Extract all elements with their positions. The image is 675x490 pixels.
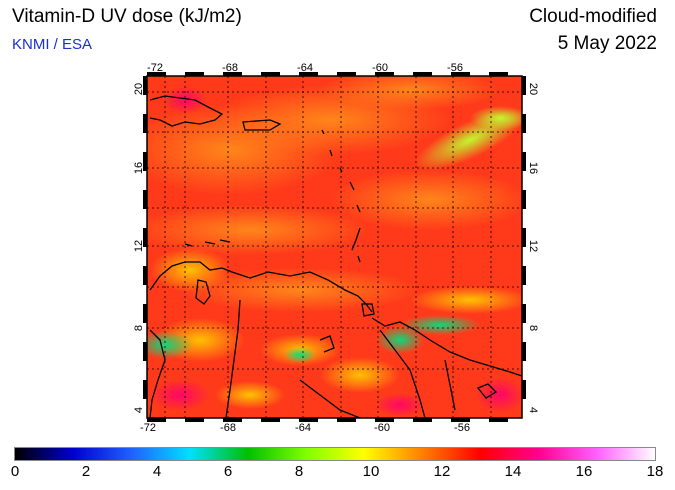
border-segment — [522, 190, 526, 209]
lat-tick-label: 16 — [527, 162, 539, 174]
lat-tick-label: 20 — [527, 83, 539, 95]
border-segment — [143, 114, 147, 133]
border-segment — [522, 228, 526, 247]
lat-tick-label: 12 — [527, 240, 539, 252]
border-segment — [299, 72, 318, 76]
lon-tick-label: -68 — [220, 422, 236, 434]
lat-labels-right: 4 8 12 16 20 — [527, 83, 539, 413]
border-segment — [299, 418, 318, 422]
lat-tick-label: 8 — [527, 325, 539, 331]
lat-tick-label: 4 — [133, 407, 145, 413]
border-segment — [143, 76, 147, 95]
lon-labels-top: -72 -68 -64 -60 -56 — [147, 62, 463, 74]
colorbar-label: 18 — [646, 463, 664, 480]
lat-tick-label: 16 — [133, 162, 145, 174]
colorbar-label: 16 — [575, 463, 593, 480]
border-segment — [522, 266, 526, 285]
lon-tick-label: -60 — [372, 62, 388, 74]
border-segment — [522, 380, 526, 399]
colorbar — [14, 447, 656, 461]
border-segment — [489, 72, 508, 76]
border-segment — [143, 228, 147, 247]
border-segment — [337, 72, 356, 76]
border-segment — [147, 418, 166, 422]
border-segment — [522, 152, 526, 171]
lon-tick-label: -60 — [374, 422, 390, 434]
source-label: KNMI / ESA — [12, 36, 93, 53]
border-segment — [489, 418, 508, 422]
lon-tick-label: -64 — [295, 422, 311, 434]
colorbar-label: 0 — [10, 463, 20, 480]
border-segment — [185, 418, 204, 422]
lat-tick-label: 12 — [133, 240, 145, 252]
lon-tick-label: -68 — [222, 62, 238, 74]
colorbar-labels: 0 2 4 6 8 10 12 14 16 18 — [0, 463, 675, 483]
lat-labels-left: 4 8 12 16 20 — [133, 83, 145, 413]
border-segment — [522, 114, 526, 133]
colorbar-label: 4 — [152, 463, 162, 480]
lat-tick-label: 4 — [527, 407, 539, 413]
lat-tick-label: 20 — [133, 83, 145, 95]
colorbar-label: 6 — [223, 463, 233, 480]
border-segment — [451, 418, 470, 422]
border-segment — [413, 418, 432, 422]
border-segment — [522, 76, 526, 95]
border-segment — [261, 418, 280, 422]
colorbar-label: 12 — [433, 463, 451, 480]
border-segment — [223, 72, 242, 76]
border-segment — [522, 304, 526, 323]
date-label: 5 May 2022 — [557, 33, 657, 54]
border-segment — [143, 152, 147, 171]
lon-tick-label: -64 — [297, 62, 313, 74]
border-segment — [143, 342, 147, 361]
map-title: Vitamin-D UV dose (kJ/m2) — [12, 6, 242, 27]
border-segment — [413, 72, 432, 76]
grid — [147, 76, 522, 418]
colorbar-label: 14 — [504, 463, 522, 480]
lon-tick-label: -56 — [454, 422, 470, 434]
uv-field — [147, 76, 522, 418]
border-segment — [451, 72, 470, 76]
border-segment — [143, 190, 147, 209]
mode-label: Cloud-modified — [529, 6, 657, 27]
coastlines — [149, 95, 522, 418]
colorbar-label: 2 — [81, 463, 91, 480]
lon-labels-bottom: -72 -68 -64 -60 -56 — [140, 422, 470, 434]
border-segment — [147, 72, 166, 76]
lon-tick-label: -72 — [140, 422, 156, 434]
border-segment — [522, 342, 526, 361]
lon-tick-label: -56 — [447, 62, 463, 74]
colorbar-label: 10 — [362, 463, 380, 480]
border-segment — [375, 418, 394, 422]
colorbar-label: 8 — [294, 463, 304, 480]
lat-tick-label: 8 — [133, 325, 145, 331]
border-segment — [375, 72, 394, 76]
border-segment — [185, 72, 204, 76]
border-segment — [223, 418, 242, 422]
border-ticks — [143, 72, 526, 422]
border-segment — [337, 418, 356, 422]
border-segment — [143, 304, 147, 323]
border-segment — [143, 380, 147, 399]
border-segment — [143, 266, 147, 285]
lon-tick-label: -72 — [147, 62, 163, 74]
border-segment — [261, 72, 280, 76]
